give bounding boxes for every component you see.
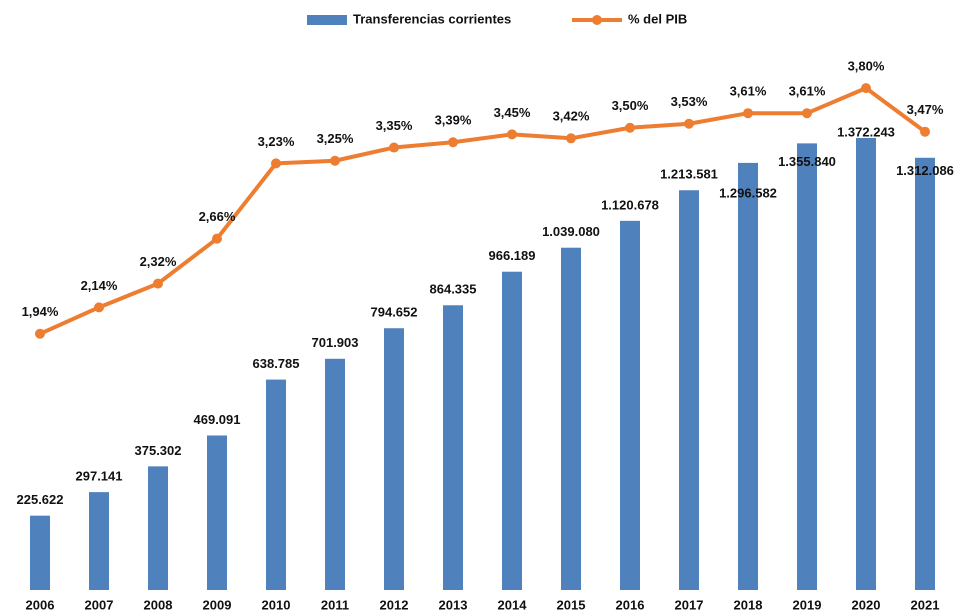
line-point [684, 118, 694, 129]
bar-value-label: 638.785 [253, 356, 300, 371]
bar-value-label: 225.622 [17, 492, 64, 507]
line-value-label: 3,53% [671, 94, 708, 109]
line-point [920, 126, 930, 137]
x-tick-label: 2006 [26, 597, 55, 612]
legend-label: Transferencias corrientes [353, 11, 511, 26]
x-tick-label: 2008 [144, 597, 173, 612]
bar [148, 466, 168, 590]
x-tick-label: 2007 [85, 597, 114, 612]
line-value-label: 2,14% [81, 278, 118, 293]
bar-value-label: 864.335 [430, 282, 477, 297]
x-tick-label: 2018 [734, 597, 763, 612]
line-point [566, 133, 576, 144]
x-tick-label: 2015 [557, 597, 586, 612]
line-value-label: 3,42% [553, 109, 590, 124]
line-value-label: 3,61% [789, 84, 826, 99]
bar-value-label: 966.189 [489, 248, 536, 263]
line-point [212, 233, 222, 244]
line-value-label: 1,94% [22, 304, 59, 319]
x-tick-label: 2011 [321, 597, 349, 612]
x-tick-label: 2009 [203, 597, 232, 612]
line-value-label: 3,50% [612, 98, 649, 113]
line-point [35, 328, 45, 339]
bar [443, 305, 463, 590]
bar-value-label: 1.120.678 [601, 197, 659, 212]
bar-value-label: 469.091 [194, 412, 241, 427]
line-value-label: 3,61% [730, 84, 767, 99]
bar-value-label: 701.903 [312, 335, 359, 350]
bar [502, 271, 522, 590]
line-value-label: 3,23% [258, 134, 295, 149]
x-tick-label: 2013 [439, 597, 468, 612]
line-point [625, 122, 635, 133]
bar [30, 515, 50, 590]
x-tick-label: 2019 [793, 597, 822, 612]
bar [207, 435, 227, 590]
legend-label: % del PIB [628, 11, 687, 26]
bar-value-label: 1.355.840 [778, 154, 836, 169]
bar-value-label: 1.312.086 [896, 163, 954, 178]
bar [679, 190, 699, 590]
bar [856, 137, 876, 590]
line-point [330, 155, 340, 166]
line-series [39, 86, 927, 336]
x-tick-label: 2017 [675, 597, 704, 612]
line-value-label: 3,45% [494, 105, 531, 120]
bar-value-label: 794.652 [371, 305, 418, 320]
line-point [271, 158, 281, 169]
line-value-label: 3,47% [907, 102, 944, 117]
bar-value-label: 1.372.243 [837, 124, 895, 139]
x-tick-label: 2021 [911, 597, 940, 612]
x-tick-label: 2020 [852, 597, 881, 612]
bar-value-label: 297.141 [76, 469, 123, 484]
line-point [448, 137, 458, 148]
line-value-label: 2,66% [199, 209, 236, 224]
line-point [802, 108, 812, 119]
bar-value-label: 1.296.582 [719, 185, 777, 200]
x-tick-label: 2010 [262, 597, 291, 612]
line-point [861, 83, 871, 94]
line-point [507, 129, 517, 140]
bar [738, 162, 758, 591]
bar [797, 143, 817, 590]
line-value-label: 3,39% [435, 113, 472, 128]
bar [89, 492, 109, 590]
line-point [743, 108, 753, 119]
bar [561, 247, 581, 590]
bar-value-label: 1.039.080 [542, 224, 600, 239]
line-point [153, 278, 163, 289]
bar [915, 157, 935, 590]
bar-value-label: 375.302 [135, 443, 182, 458]
bar [266, 379, 286, 590]
bar [620, 220, 640, 590]
x-tick-label: 2014 [498, 597, 528, 612]
line-point [389, 142, 399, 153]
x-tick-label: 2016 [616, 597, 645, 612]
line-value-label: 3,35% [376, 118, 413, 133]
bar [325, 358, 345, 590]
line-value-label: 2,32% [140, 254, 177, 269]
line-value-label: 3,80% [848, 59, 885, 74]
legend-swatch [307, 15, 347, 25]
line-value-label: 3,25% [317, 131, 354, 146]
line-point [94, 302, 104, 313]
x-tick-label: 2012 [380, 597, 409, 612]
bar [384, 328, 404, 590]
bar-value-label: 1.213.581 [660, 167, 718, 182]
legend-swatch-marker [592, 15, 602, 25]
